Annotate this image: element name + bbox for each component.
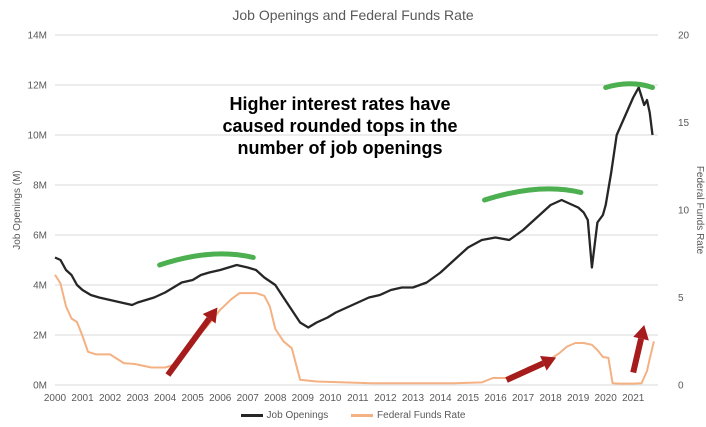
y2-tick-label: 10	[678, 206, 690, 217]
rounded-top-arc	[482, 186, 584, 203]
y-axis-label: Job Openings (M)	[12, 170, 23, 249]
x-tick-label: 2001	[71, 393, 94, 404]
rounded-top-arc	[603, 81, 655, 90]
y2-tick-label: 5	[678, 293, 684, 304]
y2-axis-label: Federal Funds Rate	[694, 166, 705, 255]
y-tick-label: 6M	[33, 231, 47, 242]
y2-tick-label: 0	[678, 381, 684, 392]
x-tick-label: 2016	[484, 393, 507, 404]
x-tick-label: 2012	[374, 393, 397, 404]
legend-item-fed-funds: Federal Funds Rate	[351, 410, 465, 421]
trend-arrow-shaft	[505, 360, 545, 383]
x-tick-label: 2003	[126, 393, 149, 404]
series-line-job-openings	[54, 86, 654, 329]
annotations-group	[157, 81, 655, 383]
x-tick-label: 2021	[622, 393, 645, 404]
x-tick-label: 2019	[567, 393, 590, 404]
gridlines	[55, 34, 658, 386]
chart-annotation: Higher interest rates have caused rounde…	[222, 94, 458, 158]
trend-arrow-shaft	[630, 337, 644, 374]
legend-label-fed-funds: Federal Funds Rate	[377, 410, 466, 421]
y-tick-label: 8M	[33, 181, 47, 192]
x-axis-ticks: 2000 2001 2002 2003 2004 2005 2006 2007 2008 2009…	[44, 393, 645, 404]
y-tick-label: 14M	[28, 31, 47, 42]
y-axis-ticks: 0M 2M 4M 6M 8M 10M 12M 14M	[28, 31, 47, 392]
y2-axis-ticks: 0 5 10 15 20	[678, 31, 690, 392]
x-tick-label: 2013	[402, 393, 425, 404]
x-tick-label: 2017	[512, 393, 535, 404]
x-tick-label: 2015	[457, 393, 480, 404]
chart-title: Job Openings and Federal Funds Rate	[232, 7, 474, 23]
x-tick-label: 2002	[99, 393, 122, 404]
y2-tick-label: 15	[678, 118, 690, 129]
x-tick-label: 2010	[319, 393, 342, 404]
x-tick-label: 2004	[154, 393, 177, 404]
y-tick-label: 4M	[33, 281, 47, 292]
legend-item-job-openings: Job Openings	[240, 410, 329, 421]
x-tick-label: 2007	[237, 393, 260, 404]
x-tick-label: 2000	[44, 393, 67, 404]
y-tick-label: 2M	[33, 331, 47, 342]
trend-arrow-head	[202, 307, 218, 324]
y-tick-label: 0M	[33, 381, 47, 392]
y-tick-label: 10M	[28, 131, 47, 142]
trend-arrow-head	[540, 356, 557, 371]
y2-tick-label: 20	[678, 31, 690, 42]
trend-arrow-head	[633, 325, 649, 341]
x-tick-label: 2020	[595, 393, 618, 404]
x-tick-label: 2005	[182, 393, 205, 404]
x-tick-label: 2008	[264, 393, 287, 404]
series-group	[54, 86, 655, 385]
legend-label-job-openings: Job Openings	[266, 410, 329, 421]
legend-swatch-job-openings	[240, 414, 263, 417]
x-tick-label: 2018	[539, 393, 562, 404]
legend-swatch-fed-funds	[351, 414, 374, 417]
trend-arrow-shaft	[165, 317, 212, 377]
x-tick-label: 2011	[347, 393, 369, 404]
x-tick-label: 2009	[292, 393, 315, 404]
legend: Job Openings Federal Funds Rate	[0, 409, 706, 421]
rounded-top-arc	[157, 251, 256, 268]
y-tick-label: 12M	[28, 81, 47, 92]
x-tick-label: 2006	[209, 393, 232, 404]
x-tick-label: 2014	[429, 393, 452, 404]
series-line-federal-funds-rate	[54, 274, 655, 385]
